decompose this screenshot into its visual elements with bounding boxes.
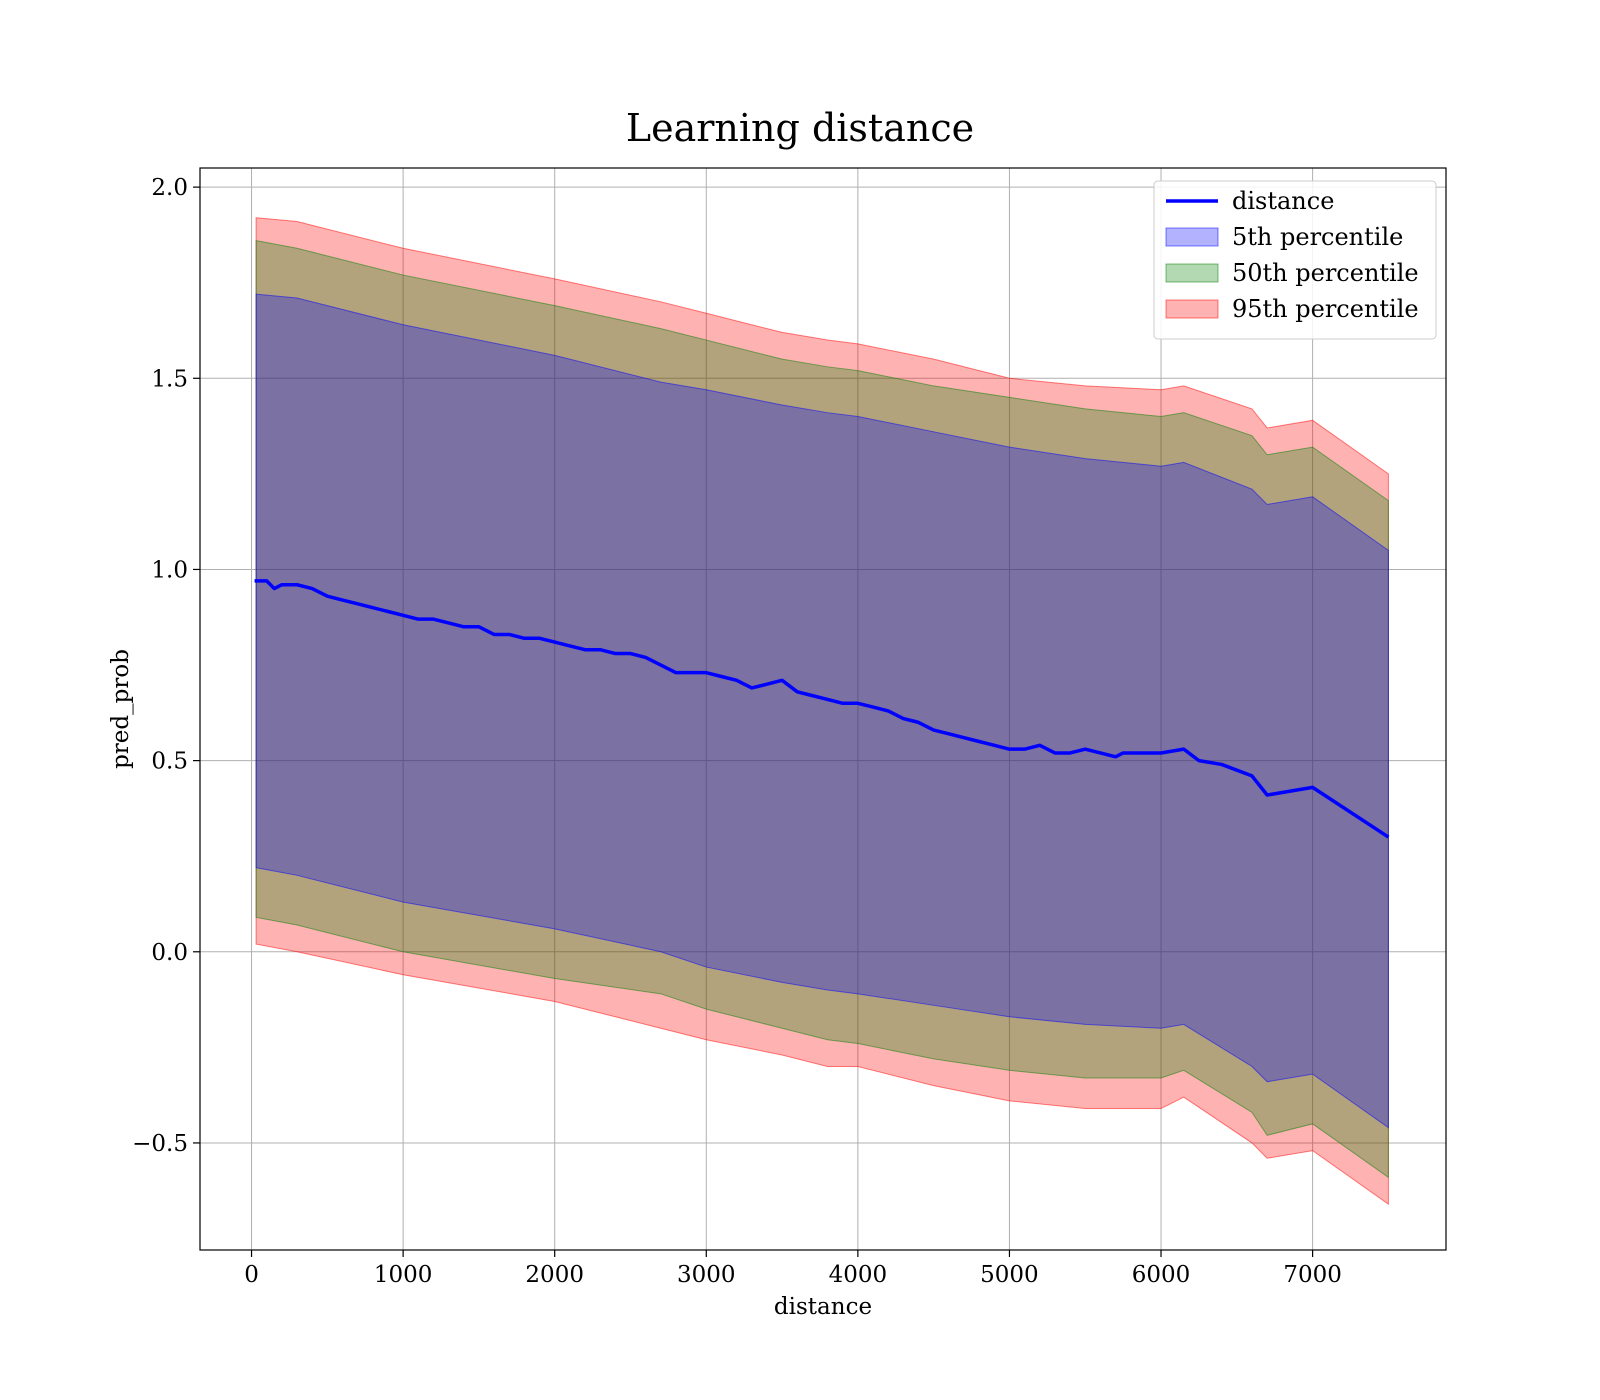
- x-tick-label: 2000: [525, 1262, 584, 1288]
- x-tick-label: 7000: [1283, 1262, 1342, 1288]
- legend-box: [1153, 180, 1437, 340]
- chart-title: Learning distance: [626, 106, 974, 150]
- y-axis: −0.5 0.0 0.5 1.0 1.5 2.0: [132, 175, 200, 1157]
- x-tick-label: 1000: [374, 1262, 433, 1288]
- x-tick-label: 4000: [829, 1262, 888, 1288]
- x-axis-label: distance: [774, 1294, 872, 1320]
- band-95th-percentile: [255, 217, 1389, 1206]
- legend-swatch-patch: [1165, 227, 1219, 247]
- x-tick-label: 3000: [677, 1262, 736, 1288]
- legend-label: 5th percentile: [1232, 223, 1403, 251]
- legend-swatch-patch: [1165, 299, 1219, 319]
- plot-frame: [199, 167, 1447, 1251]
- legend: distance 5th percentile 50th percentile 95t…: [1153, 180, 1437, 340]
- legend-label: 50th percentile: [1232, 259, 1419, 287]
- legend-label: distance: [1232, 187, 1334, 215]
- y-tick-label: 2.0: [151, 175, 188, 201]
- y-tick-label: −0.5: [132, 1131, 188, 1157]
- band-50th-percentile: [255, 240, 1389, 1179]
- y-tick-label: 0.0: [151, 940, 188, 966]
- x-tick-label: 0: [244, 1262, 259, 1288]
- y-tick-label: 1.0: [151, 557, 188, 583]
- y-axis-label: pred_prob: [108, 649, 134, 769]
- legend-swatch-patch: [1165, 263, 1219, 283]
- y-tick-label: 1.5: [151, 366, 188, 392]
- x-axis: 0 1000 2000 3000 4000 5000 6000 7000: [244, 1250, 1342, 1288]
- series-line-distance: [254, 579, 1390, 839]
- x-tick-label: 5000: [980, 1262, 1039, 1288]
- y-tick-label: 0.5: [151, 749, 188, 775]
- band-5th-percentile: [255, 293, 1389, 1129]
- x-tick-label: 6000: [1132, 1262, 1191, 1288]
- legend-label: 95th percentile: [1232, 295, 1419, 323]
- percentile-bands: [255, 217, 1389, 1206]
- distance-line-layer: [254, 579, 1390, 839]
